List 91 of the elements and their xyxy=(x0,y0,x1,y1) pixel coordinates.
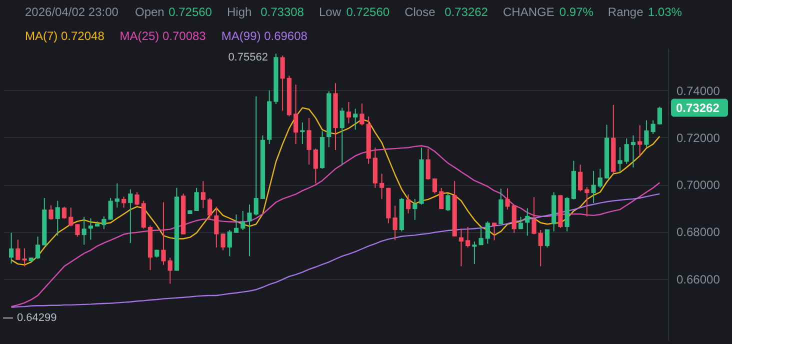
candlestick xyxy=(114,182,120,208)
candlestick xyxy=(128,188,133,244)
candlestick xyxy=(598,168,602,188)
text: Range 1.03% xyxy=(608,5,682,19)
candlestick xyxy=(214,206,219,248)
text: Low 0.72560 xyxy=(319,5,390,19)
candlestick xyxy=(512,204,516,234)
y-tick-label: 0.66000 xyxy=(676,272,720,286)
candlestick xyxy=(75,224,80,238)
candlestick xyxy=(439,187,444,210)
candlestick xyxy=(9,232,14,264)
candlestick xyxy=(644,120,649,148)
candlestick xyxy=(544,228,550,248)
candlestick xyxy=(121,196,126,208)
candlestick xyxy=(161,202,166,266)
line-series xyxy=(10,145,660,308)
candlestick xyxy=(48,204,54,220)
candlestick xyxy=(657,106,662,125)
candlestick xyxy=(254,96,258,216)
candlestick xyxy=(380,173,384,200)
candlestick xyxy=(538,230,543,267)
text: 2026/04/02 23:00 xyxy=(25,5,119,19)
candlestick xyxy=(392,205,398,241)
candlestick xyxy=(432,178,438,194)
line-series xyxy=(10,107,660,266)
text: MA(7) 0.72048 xyxy=(25,29,105,43)
candlestick xyxy=(168,257,172,284)
candlestick xyxy=(16,239,20,260)
candlestick xyxy=(638,124,642,156)
candlestick xyxy=(82,216,86,246)
candlestick xyxy=(446,193,450,212)
text: Close 0.73262 xyxy=(404,5,488,19)
candlestick xyxy=(220,233,226,251)
candlestick xyxy=(406,194,411,214)
text: Open 0.72560 xyxy=(135,5,212,19)
candlestick xyxy=(227,230,232,257)
candlestick xyxy=(306,117,312,166)
candlestick xyxy=(300,122,305,145)
candlestick xyxy=(650,120,656,134)
candlestick xyxy=(518,216,524,230)
candlestick xyxy=(584,186,590,217)
candlestick xyxy=(200,180,206,209)
candlestick xyxy=(591,170,596,204)
y-tick-label: 0.72000 xyxy=(676,130,720,145)
candlestick xyxy=(313,148,318,184)
candlestick xyxy=(134,192,140,206)
candlestick xyxy=(458,228,464,267)
text: MA(99) 0.69608 xyxy=(221,29,308,43)
candlestick xyxy=(472,241,477,264)
text: CHANGE 0.97% xyxy=(503,5,594,19)
text: High 0.73308 xyxy=(227,5,304,19)
candlestick xyxy=(102,216,106,230)
y-tick-label: 0.68000 xyxy=(676,225,720,240)
candlestick xyxy=(525,208,530,236)
candlestick xyxy=(207,198,212,220)
candlestick xyxy=(280,55,285,112)
candlestick xyxy=(618,146,622,172)
candlestick xyxy=(485,220,490,244)
candlestick xyxy=(360,103,364,126)
candlestick xyxy=(478,226,484,246)
candlestick xyxy=(578,164,583,192)
candlestick xyxy=(194,187,199,212)
annotation: 0.75562 xyxy=(228,52,268,64)
candlestick xyxy=(62,206,67,220)
candlestick xyxy=(294,84,298,145)
candlestick xyxy=(240,210,246,231)
candlestick xyxy=(22,248,27,267)
candlestick xyxy=(108,198,113,220)
y-tick-label: 0.74000 xyxy=(676,84,720,98)
candlestick xyxy=(234,214,239,234)
annotation: 0.64299 xyxy=(17,312,57,324)
line-series xyxy=(10,193,660,308)
text: MA(25) 0.70083 xyxy=(120,29,206,43)
candlestick xyxy=(340,107,344,166)
candlestick xyxy=(532,196,536,235)
candlestick xyxy=(624,138,629,164)
candlestick xyxy=(247,204,252,257)
candlestick xyxy=(426,148,430,180)
candlestick xyxy=(68,207,74,227)
candlestick xyxy=(346,101,352,124)
candlestick xyxy=(88,218,93,240)
candlestick xyxy=(412,198,418,220)
candlestick xyxy=(630,134,636,168)
candlestick xyxy=(505,188,510,210)
candlestick xyxy=(466,226,470,248)
candlestick xyxy=(35,236,40,260)
text: 0.73262 xyxy=(676,100,720,115)
candlestick xyxy=(353,108,358,130)
y-tick-label: 0.70000 xyxy=(676,178,720,192)
candlestick xyxy=(492,222,497,241)
candlestick xyxy=(55,200,60,236)
